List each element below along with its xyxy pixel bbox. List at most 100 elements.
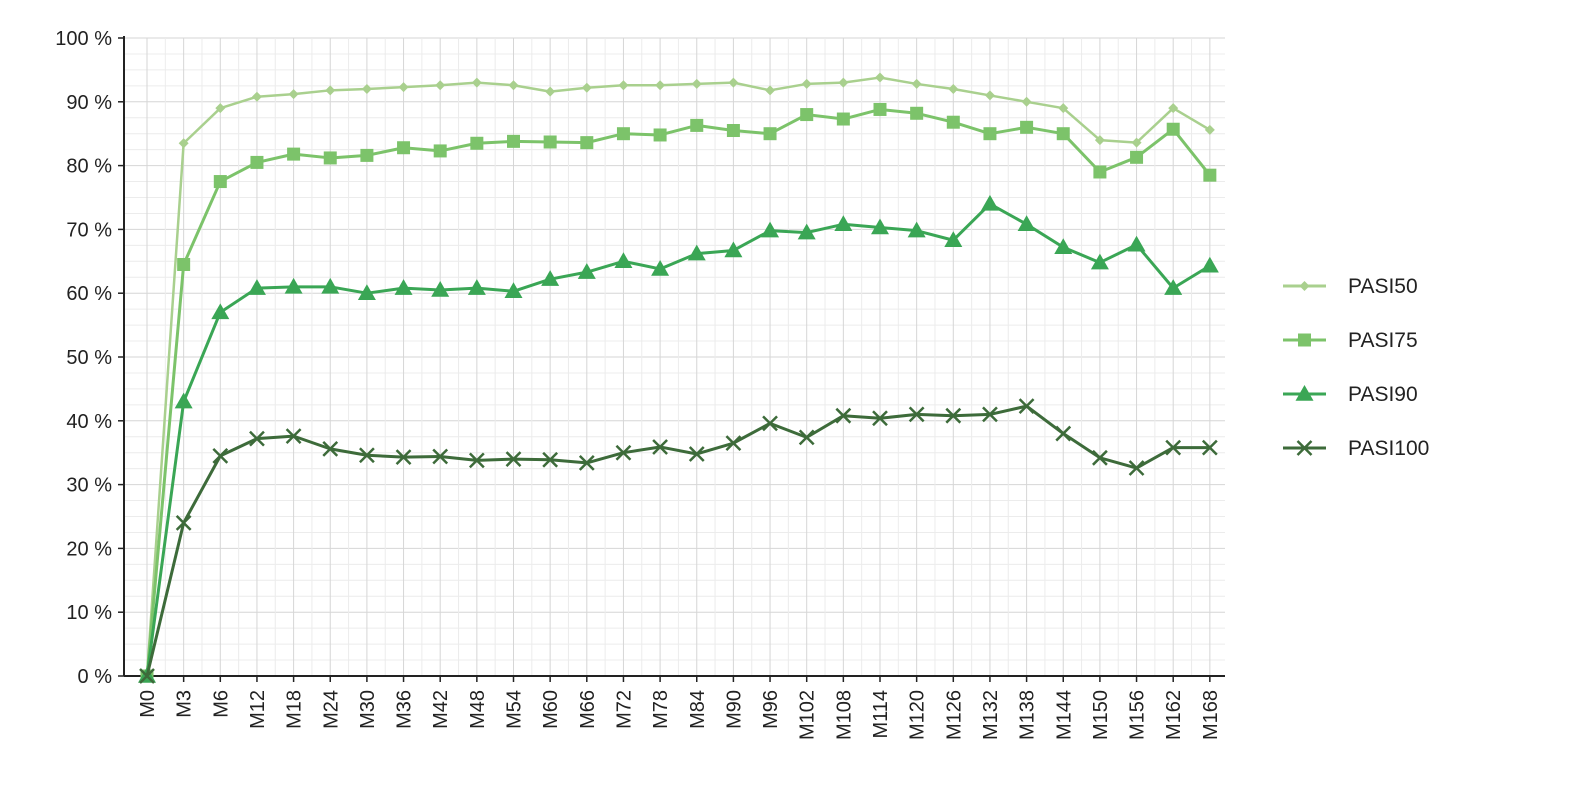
- data-point-pasi100: [212, 448, 229, 464]
- data-point-pasi90: [944, 231, 963, 247]
- data-point-pasi75: [1203, 168, 1217, 182]
- y-tick-label: 20 %: [66, 538, 112, 560]
- data-point-pasi75: [433, 144, 447, 158]
- data-point-pasi100: [762, 415, 778, 432]
- data-point-pasi50: [215, 103, 226, 114]
- data-point-pasi50: [1204, 124, 1215, 135]
- data-point-pasi50: [545, 86, 556, 97]
- data-point-pasi75: [250, 155, 264, 169]
- data-point-pasi75: [397, 141, 411, 155]
- legend-item-pasi50: PASI50: [1283, 275, 1418, 298]
- data-point-pasi50: [801, 78, 812, 89]
- legend-label: PASI90: [1348, 383, 1418, 406]
- data-point-pasi90: [394, 279, 413, 295]
- x-tick-label: M48: [467, 690, 489, 729]
- data-point-pasi100: [908, 406, 925, 423]
- data-point-pasi50: [984, 90, 995, 101]
- data-point-pasi100: [285, 428, 302, 444]
- data-point-pasi90: [174, 392, 193, 409]
- legend-label: PASI50: [1348, 275, 1418, 298]
- data-point-pasi50: [875, 72, 885, 83]
- x-tick-label: M30: [357, 690, 379, 729]
- legend-marker: [1298, 333, 1311, 347]
- data-point-pasi100: [432, 448, 449, 465]
- data-point-pasi75: [287, 147, 301, 161]
- data-point-pasi75: [1130, 150, 1144, 164]
- x-tick-label: M168: [1200, 690, 1222, 740]
- data-point-pasi50: [325, 85, 336, 96]
- data-point-pasi75: [213, 175, 227, 189]
- data-point-pasi90: [1164, 279, 1183, 295]
- data-point-pasi90: [761, 221, 780, 238]
- data-point-pasi50: [1131, 137, 1142, 148]
- data-point-pasi75: [910, 106, 924, 120]
- data-point-pasi90: [1200, 256, 1219, 273]
- y-tick-label: 30 %: [66, 475, 112, 497]
- data-point-pasi90: [687, 244, 706, 261]
- data-point-pasi50: [911, 78, 922, 89]
- y-tick-label: 40 %: [66, 411, 112, 433]
- x-tick-label: M156: [1127, 690, 1149, 740]
- data-point-pasi90: [1090, 253, 1109, 270]
- grid: [124, 37, 1225, 677]
- data-point-pasi90: [907, 221, 926, 238]
- x-tick-label: M12: [247, 690, 269, 729]
- data-point-pasi50: [581, 82, 592, 93]
- series-pasi75: [140, 102, 1217, 683]
- data-point-pasi50: [1058, 103, 1069, 114]
- data-point-pasi100: [652, 439, 668, 455]
- data-point-pasi90: [541, 270, 560, 286]
- data-point-pasi90: [724, 241, 743, 258]
- data-point-pasi75: [580, 136, 594, 150]
- data-point-pasi100: [322, 440, 339, 457]
- data-point-pasi90: [1127, 235, 1146, 252]
- x-tick-label: M108: [833, 690, 855, 740]
- x-tick-label: M72: [613, 690, 635, 729]
- data-point-pasi90: [1054, 238, 1073, 255]
- y-tick-label: 10 %: [66, 602, 112, 624]
- data-point-pasi100: [872, 410, 888, 427]
- data-point-pasi100: [1055, 425, 1072, 442]
- data-point-pasi90: [247, 279, 266, 295]
- y-tick-label: 90 %: [66, 92, 112, 114]
- series-pasi100: [139, 398, 1218, 684]
- data-point-pasi75: [1166, 122, 1180, 136]
- x-tick-label: M0: [137, 690, 159, 718]
- data-point-pasi50: [508, 80, 519, 91]
- data-point-pasi75: [470, 136, 484, 150]
- data-point-pasi50: [435, 80, 446, 91]
- x-tick-label: M90: [723, 690, 745, 729]
- data-point-pasi75: [763, 127, 777, 141]
- legend: PASI50 PASI75 PASI90 PASI100: [1283, 275, 1429, 460]
- x-tick-label: M126: [943, 690, 965, 740]
- data-point-pasi75: [323, 151, 337, 165]
- data-point-pasi75: [1056, 127, 1070, 141]
- y-tick-label: 0 %: [78, 666, 113, 688]
- data-point-pasi50: [288, 89, 299, 100]
- data-point-pasi50: [765, 85, 776, 96]
- data-point-pasi75: [873, 102, 887, 116]
- data-point-pasi100: [139, 668, 155, 684]
- data-point-pasi100: [578, 455, 595, 471]
- data-point-pasi75: [983, 127, 997, 141]
- data-point-pasi75: [543, 135, 557, 149]
- x-tick-label: M132: [980, 690, 1002, 740]
- data-point-pasi75: [690, 118, 704, 132]
- data-point-pasi100: [1128, 460, 1145, 476]
- data-point-pasi100: [615, 444, 632, 461]
- data-point-pasi90: [651, 259, 670, 276]
- y-tick-label: 80 %: [66, 156, 112, 178]
- data-point-pasi90: [504, 282, 523, 299]
- legend-label: PASI75: [1348, 329, 1418, 352]
- data-point-pasi75: [507, 134, 520, 148]
- legend-item-pasi75: PASI75: [1283, 329, 1418, 352]
- data-point-pasi100: [505, 451, 522, 467]
- data-point-pasi50: [691, 78, 702, 89]
- data-point-pasi90: [284, 277, 303, 294]
- data-point-pasi90: [357, 284, 376, 300]
- x-tick-label: M24: [320, 690, 342, 729]
- x-tick-label: M150: [1090, 690, 1112, 740]
- data-point-pasi100: [1165, 439, 1182, 456]
- data-point-pasi75: [1093, 165, 1107, 179]
